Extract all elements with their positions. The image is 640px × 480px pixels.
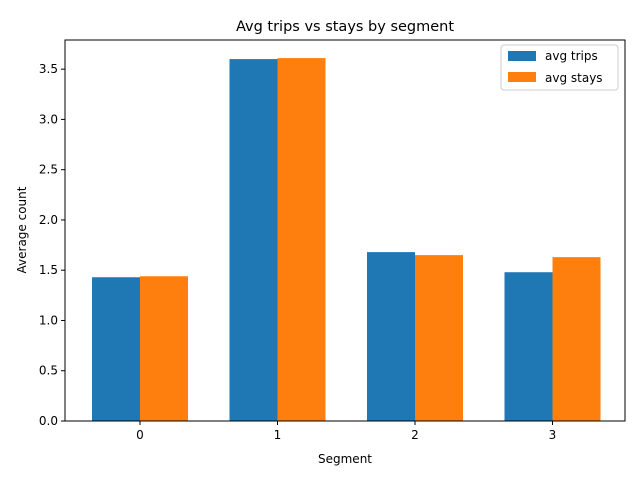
bar-avg-trips-segment-2 <box>367 252 415 421</box>
x-axis-label: Segment <box>318 452 372 466</box>
legend-label-avg-stays: avg stays <box>545 71 603 85</box>
bar-avg-trips-segment-0 <box>92 277 140 421</box>
bar-avg-trips-segment-1 <box>229 59 278 421</box>
legend-swatch-avg-stays <box>508 72 536 82</box>
y-tick-label: 2.5 <box>39 163 58 177</box>
bars-layer <box>92 58 601 422</box>
legend-swatch-avg-trips <box>508 51 536 61</box>
y-tick-label: 1.0 <box>39 313 58 327</box>
y-tick-label: 3.5 <box>39 62 58 76</box>
legend-label-avg-trips: avg trips <box>545 49 598 63</box>
bar-avg-trips-segment-3 <box>504 272 553 421</box>
y-axis: 0.0 0.5 1.0 1.5 2.0 2.5 3.0 3.5 <box>39 62 65 428</box>
x-tick-label: 2 <box>411 428 419 442</box>
y-tick-label: 1.5 <box>39 263 58 277</box>
bar-avg-stays-segment-1 <box>277 58 326 422</box>
chart-title: Avg trips vs stays by segment <box>236 19 454 35</box>
plot-frame <box>64 39 626 422</box>
x-tick-label: 0 <box>136 428 144 442</box>
y-tick-label: 0.0 <box>39 414 58 428</box>
bar-avg-stays-segment-0 <box>140 276 188 421</box>
x-tick-label: 1 <box>274 428 282 442</box>
y-axis-label: Average count <box>15 186 29 273</box>
y-tick-label: 3.0 <box>39 112 58 126</box>
x-axis: 0 1 2 3 <box>136 421 556 442</box>
bar-avg-stays-segment-3 <box>552 257 601 421</box>
legend: avg trips avg stays <box>500 44 619 91</box>
y-tick-label: 2.0 <box>39 213 58 227</box>
y-tick-label: 0.5 <box>39 364 58 378</box>
bar-avg-stays-segment-2 <box>415 255 463 421</box>
x-tick-label: 3 <box>549 428 557 442</box>
